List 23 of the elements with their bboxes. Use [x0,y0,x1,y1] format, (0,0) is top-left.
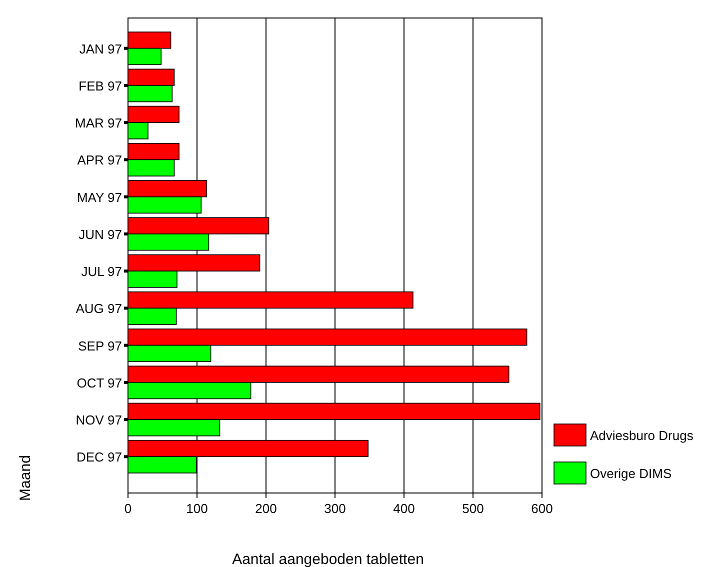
y-tick-label: JUL 97 [81,264,122,280]
y-tick-label: SEP 97 [78,338,122,354]
y-tick-label: OCT 97 [76,375,122,390]
y-tick-label: JAN 97 [79,41,122,56]
y-tick-label: DEC 97 [76,450,122,465]
x-tick-label: 100 [186,501,208,516]
legend-label: Overige DIMS [590,466,672,481]
y-tick-label: MAY 97 [76,190,122,205]
x-tick-label: 0 [124,501,132,516]
y-tick-label: FEB 97 [78,78,122,94]
x-tick-label: 200 [255,501,277,516]
y-tick-label: APR 97 [77,152,122,168]
y-tick-label: MAR 97 [75,116,122,131]
x-axis-title: Aantal aangeboden tabletten [232,551,424,567]
y-tick-label: AUG 97 [76,301,122,316]
y-tick-label: JUN 97 [78,226,122,242]
x-tick-label: 300 [324,501,346,516]
y-tick-label: NOV 97 [76,412,122,428]
legend-label: Adviesburo Drugs [590,428,694,443]
y-axis-title: Maand [17,455,34,501]
x-tick-label: 600 [531,501,553,516]
x-tick-label: 400 [393,501,415,516]
x-tick-label: 500 [462,501,484,516]
